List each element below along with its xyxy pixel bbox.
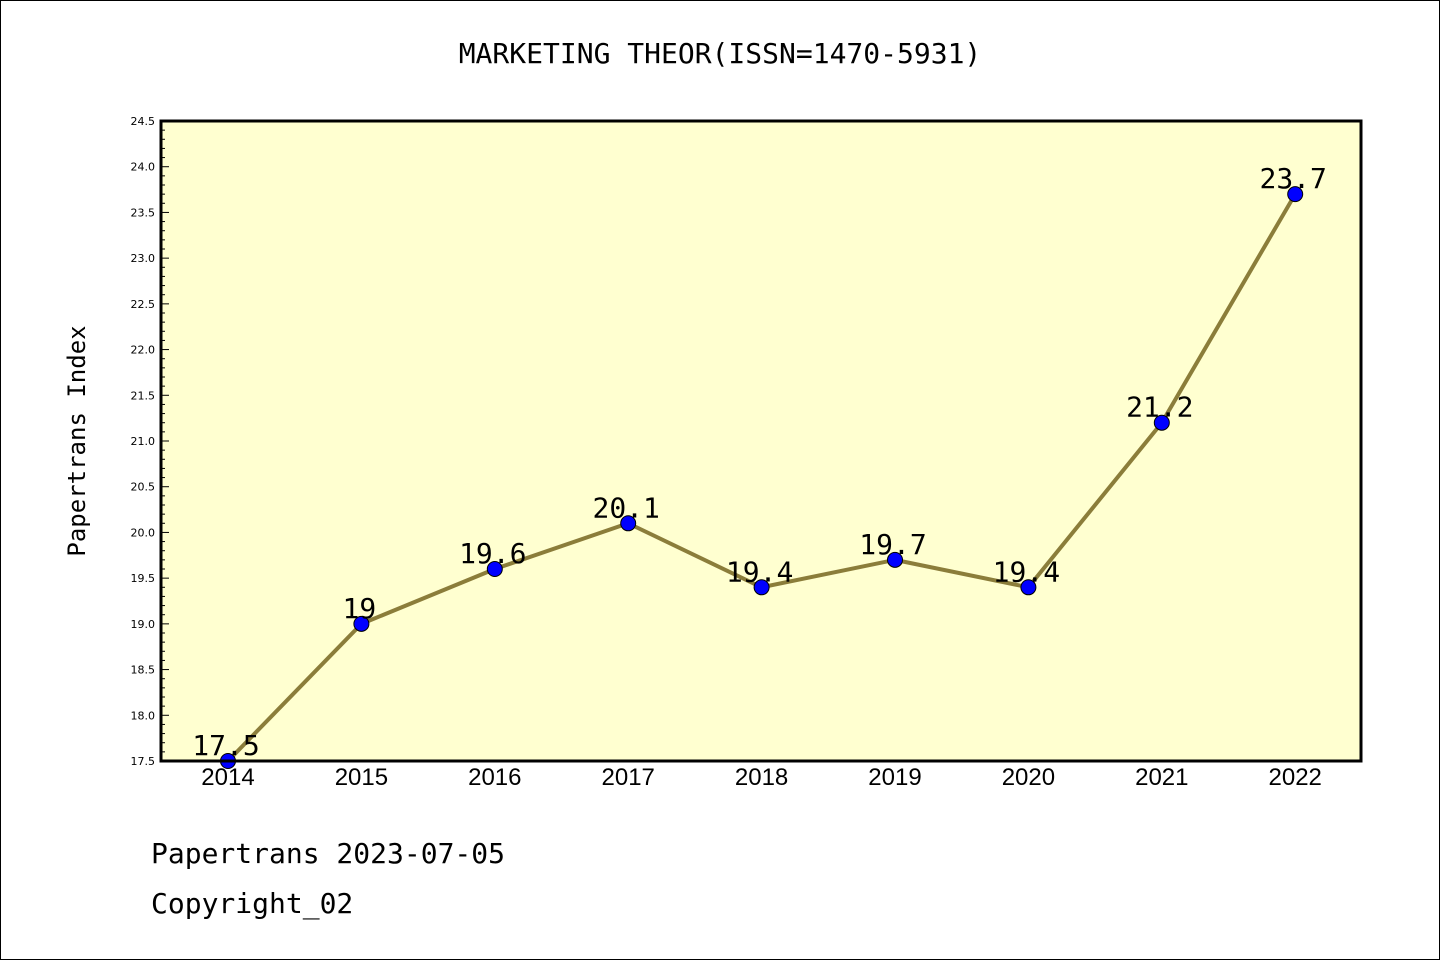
y-tick-label: 19.5 [131,572,156,585]
data-label: 20.1 [592,491,659,524]
data-label: 17.5 [192,729,259,762]
y-tick-label: 23.5 [131,206,156,219]
data-label: 19 [343,592,377,625]
data-label: 19.6 [459,537,526,570]
data-point-marker [620,515,637,532]
x-tick-label: 2019 [868,764,921,791]
y-tick-label: 24.5 [131,115,156,128]
x-tick-label: 2020 [1002,764,1055,791]
data-point-marker [1153,414,1170,431]
x-tick-label: 2016 [468,764,521,791]
y-tick-label: 22.0 [131,344,156,357]
y-tick-label: 20.0 [131,526,156,539]
footer-copyright: Copyright_02 [151,887,354,920]
plot-frame [159,119,1363,763]
y-tick-label: 20.5 [131,481,156,494]
data-point-marker [887,551,903,568]
x-tick-label: 2022 [1269,764,1322,791]
chart-title: MARKETING THEOR(ISSN=1470-5931) [458,37,982,70]
y-tick-label: 17.5 [131,755,156,768]
y-tick-label: 18.5 [131,664,156,677]
y-tick-label: 19.0 [131,618,156,631]
y-tick-label: 21.0 [131,435,156,448]
data-label: 19.4 [993,555,1060,588]
x-tick-label: 2021 [1135,764,1188,791]
data-label: 21.2 [1126,391,1193,424]
data-point-marker [486,561,503,577]
data-point-marker [753,579,770,596]
plot-area [161,121,1361,761]
data-point-marker [1020,579,1037,596]
data-point-marker [353,615,370,632]
x-tick-label: 2017 [602,764,655,791]
data-point-marker [1287,186,1304,203]
y-tick-label: 23.0 [131,252,156,265]
y-axis-label: Papertrans Index [63,325,91,556]
data-label: 19.4 [726,555,793,588]
y-tick-label: 22.5 [131,298,156,311]
footer-date: Papertrans 2023-07-05 [151,837,506,870]
x-tick-label: 2018 [735,764,788,791]
y-tick-label: 21.5 [131,389,156,402]
y-tick-label: 18.0 [131,709,156,722]
y-tick-label: 24.0 [131,161,156,174]
data-label: 23.7 [1259,162,1326,195]
x-tick-label: 2015 [335,764,388,791]
data-label: 19.7 [859,528,926,561]
